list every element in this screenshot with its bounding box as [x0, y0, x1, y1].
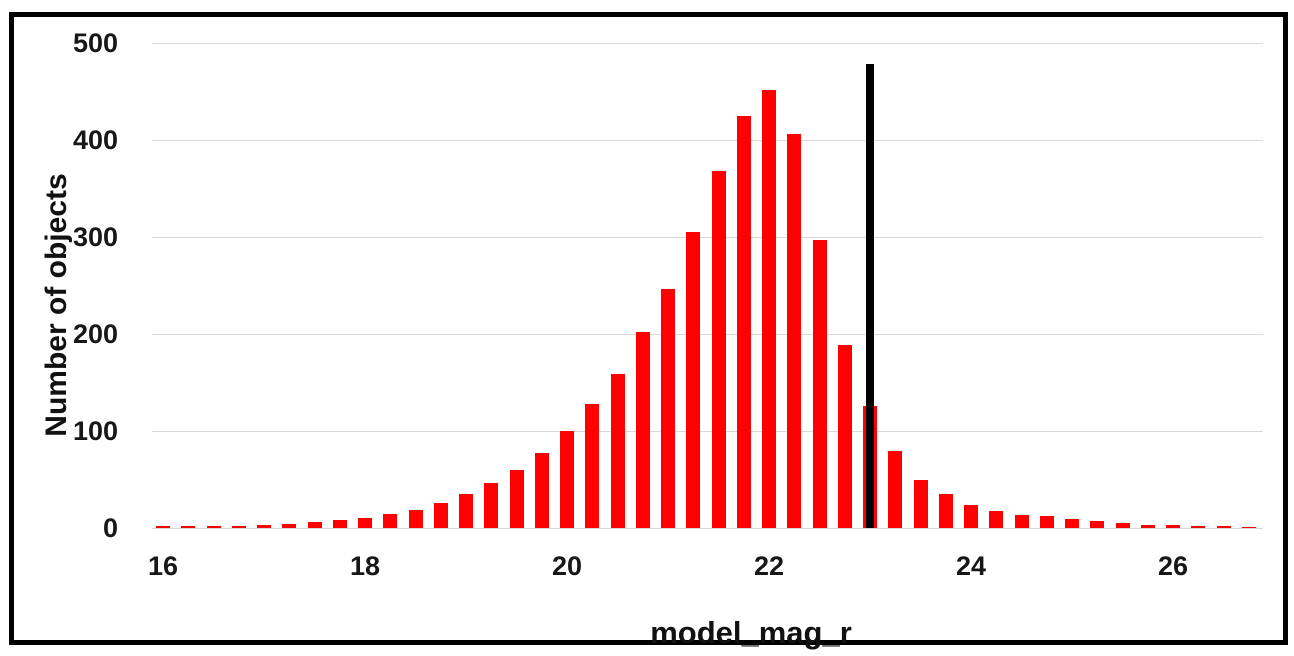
magnitude-cutoff-line [866, 64, 874, 528]
y-tick-label-0: 0 [102, 513, 118, 543]
histogram-bar [989, 510, 1004, 528]
x-tick-label-22: 22 [753, 551, 785, 581]
histogram-bar [509, 469, 524, 528]
histogram-bar [1065, 519, 1079, 528]
x-tick-label-20: 20 [551, 551, 583, 581]
histogram-bar [938, 494, 953, 528]
histogram-bar [787, 134, 802, 528]
histogram-bar [1115, 523, 1130, 528]
plot-area [152, 42, 1263, 529]
histogram-bar [661, 289, 675, 528]
histogram-bar [837, 344, 852, 528]
histogram-bar [332, 520, 347, 528]
y-tick-label-200: 200 [72, 319, 118, 349]
histogram-bar [383, 514, 398, 528]
histogram-bar [1241, 526, 1256, 528]
gridline-y-0 [152, 527, 1263, 529]
histogram-bar [534, 453, 549, 528]
histogram-bar [206, 526, 221, 528]
histogram-bar [358, 518, 372, 528]
histogram-bar [307, 522, 322, 528]
gridline-y-500 [152, 42, 1263, 44]
histogram-bar [181, 526, 196, 528]
x-axis-title: model_mag_r [650, 615, 852, 650]
y-tick-label-500: 500 [72, 28, 118, 58]
histogram-bar [762, 89, 776, 528]
chart-frame: Number of objects model_mag_r [9, 12, 1288, 650]
gridline-y-400 [152, 139, 1263, 141]
histogram-bar [560, 431, 574, 528]
histogram-bar [812, 239, 827, 528]
histogram-bar [1166, 525, 1180, 528]
y-tick-label-300: 300 [72, 222, 118, 252]
histogram-bar [156, 526, 170, 528]
histogram-bar [585, 403, 600, 528]
histogram-bar [459, 494, 473, 528]
x-tick-label-16: 16 [147, 551, 179, 581]
histogram-bar [1090, 521, 1105, 528]
histogram-bar [1191, 526, 1206, 528]
histogram-bar [1216, 526, 1231, 528]
x-tick-label-26: 26 [1157, 551, 1189, 581]
histogram-bar [257, 525, 271, 528]
histogram-bar [888, 451, 903, 528]
histogram-bar [635, 332, 650, 528]
histogram-bar [1140, 525, 1155, 528]
histogram-bar [610, 373, 625, 528]
gridline-y-300 [152, 236, 1263, 238]
histogram-bar [282, 524, 297, 528]
x-tick-label-24: 24 [955, 551, 987, 581]
histogram-bar [408, 509, 423, 528]
histogram-bar [736, 115, 751, 528]
histogram-bar [433, 502, 448, 528]
x-tick-label-18: 18 [349, 551, 381, 581]
histogram-bar [484, 483, 499, 528]
histogram-bar [913, 479, 928, 528]
histogram-bar [964, 504, 978, 528]
y-tick-label-400: 400 [72, 125, 118, 155]
histogram-bar [711, 171, 726, 528]
histogram-bar [686, 232, 701, 528]
histogram-bar [1014, 515, 1029, 528]
gridline-y-200 [152, 333, 1263, 335]
histogram-bar [231, 526, 246, 528]
y-tick-label-100: 100 [72, 416, 118, 446]
histogram-bar [1039, 516, 1054, 528]
gridline-y-100 [152, 430, 1263, 432]
